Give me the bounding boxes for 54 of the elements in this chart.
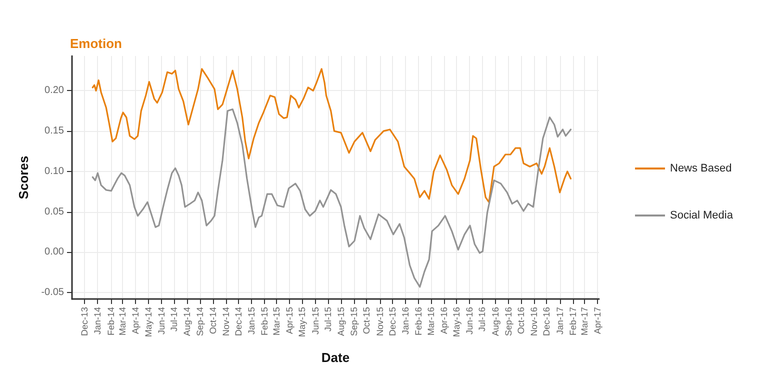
- x-tick-label: Aug-15: [336, 307, 346, 336]
- y-tick-label: 0.15: [44, 126, 64, 137]
- x-tick-label: Jan-17: [554, 307, 565, 335]
- x-tick-label: May-14: [143, 307, 154, 338]
- x-tick-label: Mar-17: [580, 307, 590, 336]
- x-tick-label: Nov-14: [220, 307, 231, 336]
- y-axis-title: Scores: [16, 156, 31, 200]
- y-tick-label: -0.05: [41, 287, 64, 298]
- x-axis-title: Date: [321, 350, 350, 365]
- chart-title: Emotion: [70, 36, 122, 51]
- x-tick-label: Nov-16: [529, 307, 540, 336]
- line-series: [92, 68, 572, 203]
- x-tick-label: Oct-14: [208, 307, 218, 334]
- x-tick-label: Sep-14: [195, 307, 206, 336]
- legend-label: News Based: [670, 162, 732, 174]
- x-tick-label: May-16: [452, 307, 462, 338]
- x-tick-label: Jul-15: [322, 307, 333, 332]
- x-tick-label: Dec-13: [80, 307, 90, 336]
- x-tick-label: Jan-16: [400, 307, 410, 335]
- y-tick-label: 0.10: [44, 166, 64, 177]
- x-tick-label: Oct-15: [362, 307, 372, 334]
- x-tick-label: Jul-16: [477, 307, 488, 332]
- x-tick-label: Jun-15: [310, 307, 320, 335]
- x-tick-label: Jun-14: [156, 307, 166, 335]
- x-tick-label: Feb-16: [414, 307, 424, 336]
- x-tick-label: Jun-16: [464, 307, 475, 335]
- line-series: [92, 108, 572, 288]
- x-tick-label: Apr-14: [130, 307, 141, 334]
- x-tick-label: Mar-16: [426, 307, 436, 336]
- x-tick-label: Jan-15: [246, 307, 257, 335]
- x-tick-label: Dec-16: [542, 307, 552, 336]
- x-tick-label: Apr-17: [592, 307, 603, 334]
- y-tick-label: 0.05: [44, 206, 64, 218]
- x-tick-label: Feb-17: [568, 307, 578, 336]
- y-tick-label: 0.00: [44, 246, 64, 258]
- y-tick-label: 0.20: [44, 85, 64, 96]
- x-tick-label: Jul-14: [169, 307, 180, 332]
- x-tick-label: Nov-15: [374, 307, 385, 336]
- x-tick-label: Apr-16: [438, 307, 449, 334]
- x-tick-label: Feb-14: [106, 307, 116, 336]
- x-tick-label: Oct-16: [516, 307, 526, 334]
- x-tick-label: Mar-15: [271, 307, 282, 336]
- x-tick-label: Sep-15: [349, 307, 360, 336]
- x-tick-label: Mar-14: [118, 307, 128, 336]
- legend-label: Social Media: [670, 210, 734, 222]
- x-tick-label: Dec-14: [234, 307, 244, 336]
- x-tick-label: Dec-15: [387, 307, 398, 336]
- x-tick-label: Jan-14: [92, 307, 103, 335]
- x-tick-label: Aug-16: [490, 307, 500, 336]
- x-tick-label: May-15: [297, 307, 308, 338]
- x-tick-label: Apr-15: [284, 307, 295, 334]
- x-tick-label: Sep-16: [503, 307, 514, 336]
- x-tick-label: Aug-14: [182, 307, 192, 336]
- x-tick-label: Feb-15: [260, 307, 270, 336]
